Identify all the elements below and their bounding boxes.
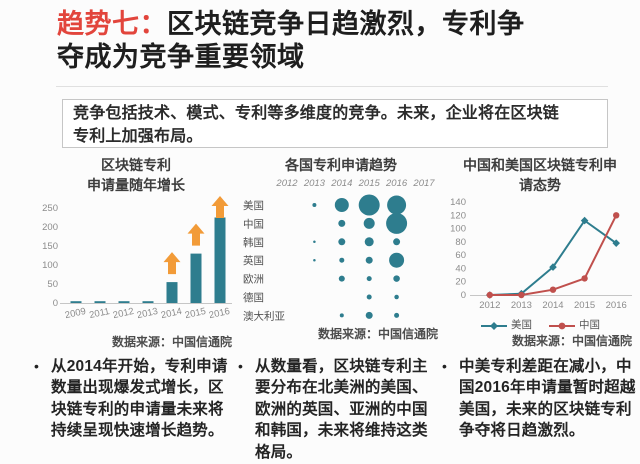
- svg-text:2012: 2012: [275, 178, 298, 189]
- svg-text:2011: 2011: [88, 306, 110, 321]
- bullet-3: • 中美专利差距在减小，中国2016年申请量暂时超越美国，未来的区块链专利争夺将…: [442, 356, 638, 442]
- svg-text:2013: 2013: [136, 306, 159, 321]
- legend-item-us: 美国: [480, 318, 532, 333]
- svg-text:250: 250: [42, 203, 58, 214]
- line-chart-legend: 美国 中国: [444, 318, 636, 333]
- page-title-line2: 夺成为竞争重要领域: [57, 42, 305, 73]
- bullet-2: • 从数量看，区块链专利主要分布在北美洲的美国、欧洲的英国、亚洲的中国和韩国，未…: [238, 356, 438, 463]
- svg-text:100: 100: [42, 260, 58, 271]
- svg-text:2014: 2014: [542, 300, 563, 311]
- svg-text:2016: 2016: [606, 300, 627, 311]
- bubble-chart-panel: 各国专利申请趋势 2012 2013 2014 2015 2016 2017 美国中国韩国英…: [240, 152, 442, 341]
- bar-chart-panel: 区块链专利 申请量随年增长 0 50 100 150 200 250 2009 2011 201…: [36, 152, 236, 349]
- bullet-3-marker: •: [442, 358, 447, 374]
- highlight-box-line2: 专利上加强布局。: [73, 127, 203, 145]
- bullet-1-text: 从2014年开始，专利申请数量出现爆发式增长，区块链专利的申请量未来将持续呈现快…: [51, 358, 228, 440]
- svg-text:100: 100: [450, 224, 466, 235]
- svg-text:140: 140: [450, 197, 466, 208]
- line-chart: 0 20 40 60 80 100 120 140 2012 2013 2014 2015 2016: [444, 196, 636, 318]
- svg-text:2014: 2014: [330, 178, 352, 189]
- svg-text:2017: 2017: [412, 178, 435, 189]
- line-chart-source: 数据来源：中国信通院: [511, 334, 632, 348]
- svg-text:2016: 2016: [208, 306, 231, 321]
- title-divider: [56, 86, 608, 87]
- svg-text:2016: 2016: [385, 178, 408, 189]
- svg-text:0: 0: [461, 290, 466, 301]
- svg-text:2009: 2009: [64, 306, 87, 321]
- highlight-box-line1: 竞争包括技术、模式、专利等多维度的竞争。未来，企业将在区块链: [73, 105, 560, 122]
- bullet-1-marker: •: [34, 358, 39, 374]
- svg-text:韩国: 韩国: [243, 236, 264, 249]
- page-title: 趋势七：区块链竞争日趋激烈，专利争 夺成为竞争重要领域: [57, 8, 617, 75]
- bar-chart-source: 数据来源：中国信通院: [111, 335, 232, 349]
- svg-text:60: 60: [455, 250, 466, 261]
- up-arrow-icon: [211, 196, 229, 218]
- svg-text:2015: 2015: [358, 178, 381, 189]
- svg-text:50: 50: [47, 279, 58, 290]
- highlight-box: 竞争包括技术、模式、专利等多维度的竞争。未来，企业将在区块链 专利上加强布局。: [62, 99, 608, 148]
- svg-text:200: 200: [42, 222, 58, 233]
- legend-item-china: 中国: [548, 318, 600, 333]
- bubble-chart: 2012 2013 2014 2015 2016 2017 美国中国韩国英国欧洲德国澳大利亚: [240, 174, 442, 326]
- page-title-prefix: 趋势七：: [57, 9, 167, 39]
- svg-text:欧洲: 欧洲: [243, 274, 264, 286]
- svg-text:中国: 中国: [243, 217, 264, 230]
- svg-text:2014: 2014: [160, 306, 183, 321]
- svg-text:德国: 德国: [243, 291, 264, 304]
- svg-text:澳大利亚: 澳大利亚: [243, 309, 285, 322]
- china-line-marker-icon: [549, 322, 575, 329]
- svg-text:150: 150: [42, 241, 58, 252]
- page-title-line1: 区块链竞争日趋激烈，专利争: [167, 9, 525, 39]
- line-chart-title: 中国和美国区块链专利申 请态势: [463, 157, 617, 193]
- svg-text:2012: 2012: [479, 300, 500, 311]
- svg-text:2012: 2012: [112, 306, 135, 321]
- svg-text:2013: 2013: [303, 178, 326, 189]
- svg-text:40: 40: [455, 263, 466, 274]
- bar-chart: 0 50 100 150 200 250 2009 2011 2012 2013 2014 2015 2…: [36, 196, 236, 334]
- bullet-1: • 从2014年开始，专利申请数量出现爆发式增长，区块链专利的申请量未来将持续呈…: [34, 356, 236, 442]
- svg-text:2013: 2013: [511, 300, 532, 311]
- line-chart-panel: 中国和美国区块链专利申 请态势 0 20 40 60 80 100 120 140 2012 20…: [444, 152, 636, 348]
- bullet-2-marker: •: [238, 358, 243, 374]
- svg-text:英国: 英国: [243, 254, 264, 267]
- svg-text:2015: 2015: [184, 306, 207, 321]
- svg-text:80: 80: [455, 237, 466, 248]
- up-arrow-icon: [163, 252, 181, 275]
- svg-text:120: 120: [450, 210, 466, 221]
- bullet-2-text: 从数量看，区块链专利主要分布在北美洲的美国、欧洲的英国、亚洲的中国和韩国，未来将…: [255, 358, 428, 461]
- up-arrow-icon: [187, 223, 205, 246]
- svg-text:美国: 美国: [243, 199, 264, 212]
- svg-text:20: 20: [455, 277, 466, 288]
- bullet-3-text: 中美专利差距在减小，中国2016年申请量暂时超越美国，未来的区块链专利争夺将日趋…: [459, 358, 636, 440]
- svg-text:2015: 2015: [574, 300, 595, 311]
- bubble-chart-title: 各国专利申请趋势: [285, 157, 397, 173]
- bubble-chart-source: 数据来源：中国信通院: [317, 327, 438, 341]
- bar-chart-title: 区块链专利 申请量随年增长: [87, 157, 185, 193]
- us-line-marker-icon: [481, 321, 507, 330]
- svg-text:0: 0: [53, 298, 58, 309]
